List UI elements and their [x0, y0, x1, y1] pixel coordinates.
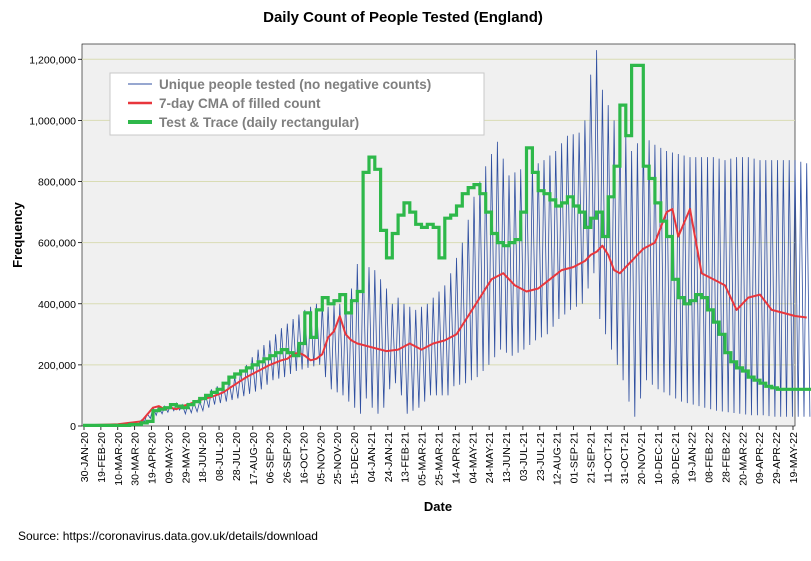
x-tick-label: 26-SEP-20	[282, 432, 294, 484]
legend-label-testtrace: Test & Trace (daily rectangular)	[159, 115, 359, 130]
x-tick-label: 25-MAR-21	[434, 432, 446, 486]
y-tick-label: 600,000	[38, 238, 76, 250]
series-cma-line	[82, 208, 807, 427]
x-tick-label: 13-FEB-21	[400, 432, 412, 483]
x-axis-title: Date	[424, 499, 452, 514]
x-tick-label: 12-AUG-21	[552, 432, 564, 485]
x-tick-label: 20-NOV-21	[636, 432, 648, 485]
y-axis-ticks: 0 200,000 400,000 600,000 800,000 1,000,000 1,…	[29, 54, 82, 433]
x-axis-ticks: 30-JAN-20 19-FEB-20 10-MAR-20 30-MAR-20 19-A…	[79, 426, 800, 486]
x-tick-label: 29-APR-22	[771, 432, 783, 484]
y-tick-label: 400,000	[38, 299, 76, 311]
x-tick-label: 04-JAN-21	[366, 432, 378, 482]
x-tick-label: 28-FEB-22	[720, 432, 732, 483]
x-tick-label: 13-JUN-21	[501, 432, 513, 483]
y-tick-label: 1,000,000	[29, 115, 76, 127]
x-tick-label: 19-APR-20	[147, 432, 159, 484]
x-tick-label: 15-DEC-20	[349, 432, 361, 485]
x-tick-label: 19-MAY-22	[788, 432, 800, 484]
x-tick-label: 20-MAR-22	[737, 432, 749, 486]
x-tick-label: 30-DEC-21	[670, 432, 682, 485]
x-tick-label: 05-MAR-21	[417, 432, 429, 486]
x-tick-label: 06-SEP-20	[265, 432, 277, 484]
x-tick-label: 25-NOV-20	[332, 432, 344, 485]
x-tick-label: 18-JUN-20	[197, 432, 209, 483]
x-tick-label: 17-AUG-20	[248, 432, 260, 485]
x-tick-label: 08-JUL-20	[214, 432, 226, 481]
x-tick-label: 19-FEB-20	[96, 432, 108, 483]
x-tick-label: 04-MAY-21	[467, 432, 479, 484]
x-tick-label: 31-OCT-21	[619, 432, 631, 484]
y-tick-label: 0	[70, 421, 76, 433]
x-tick-label: 21-SEP-21	[585, 432, 597, 484]
x-tick-label: 11-OCT-21	[602, 432, 614, 483]
legend-label-unique: Unique people tested (no negative counts…	[159, 77, 431, 92]
x-tick-label: 16-OCT-20	[298, 432, 310, 484]
x-tick-label: 24-JAN-21	[383, 432, 395, 482]
x-tick-label: 03-JUL-21	[518, 432, 530, 481]
y-tick-label: 200,000	[38, 360, 76, 372]
x-tick-label: 24-MAY-21	[484, 432, 496, 484]
source-note: Source: https://coronavirus.data.gov.uk/…	[18, 529, 318, 543]
y-tick-label: 800,000	[38, 177, 76, 189]
x-tick-label: 08-FEB-22	[704, 432, 716, 483]
x-tick-label: 09-APR-22	[754, 432, 766, 484]
x-tick-label: 19-JAN-22	[687, 432, 699, 482]
x-tick-label: 14-APR-21	[450, 432, 462, 484]
legend-box	[109, 72, 485, 136]
series-layer	[82, 50, 811, 427]
x-tick-label: 10-MAR-20	[113, 432, 125, 486]
x-tick-label: 30-MAR-20	[130, 432, 142, 486]
x-tick-label: 28-JUL-20	[231, 432, 243, 481]
legend: Unique people tested (no negative counts…	[109, 72, 485, 136]
x-tick-label: 23-JUL-21	[535, 432, 547, 481]
x-tick-label: 10-DEC-21	[653, 432, 665, 485]
chart-title: Daily Count of People Tested (England)	[263, 9, 543, 26]
y-tick-label: 1,200,000	[29, 54, 76, 66]
x-tick-label: 29-MAY-20	[180, 432, 192, 484]
x-tick-label: 01-SEP-21	[569, 432, 581, 484]
x-tick-label: 09-MAY-20	[163, 432, 175, 484]
y-axis-title: Frequency	[10, 201, 25, 268]
legend-label-cma: 7-day CMA of filled count	[159, 96, 321, 111]
x-tick-label: 30-JAN-20	[79, 432, 91, 482]
series-test-trace-line	[83, 63, 811, 427]
x-tick-label: 05-NOV-20	[315, 432, 327, 485]
